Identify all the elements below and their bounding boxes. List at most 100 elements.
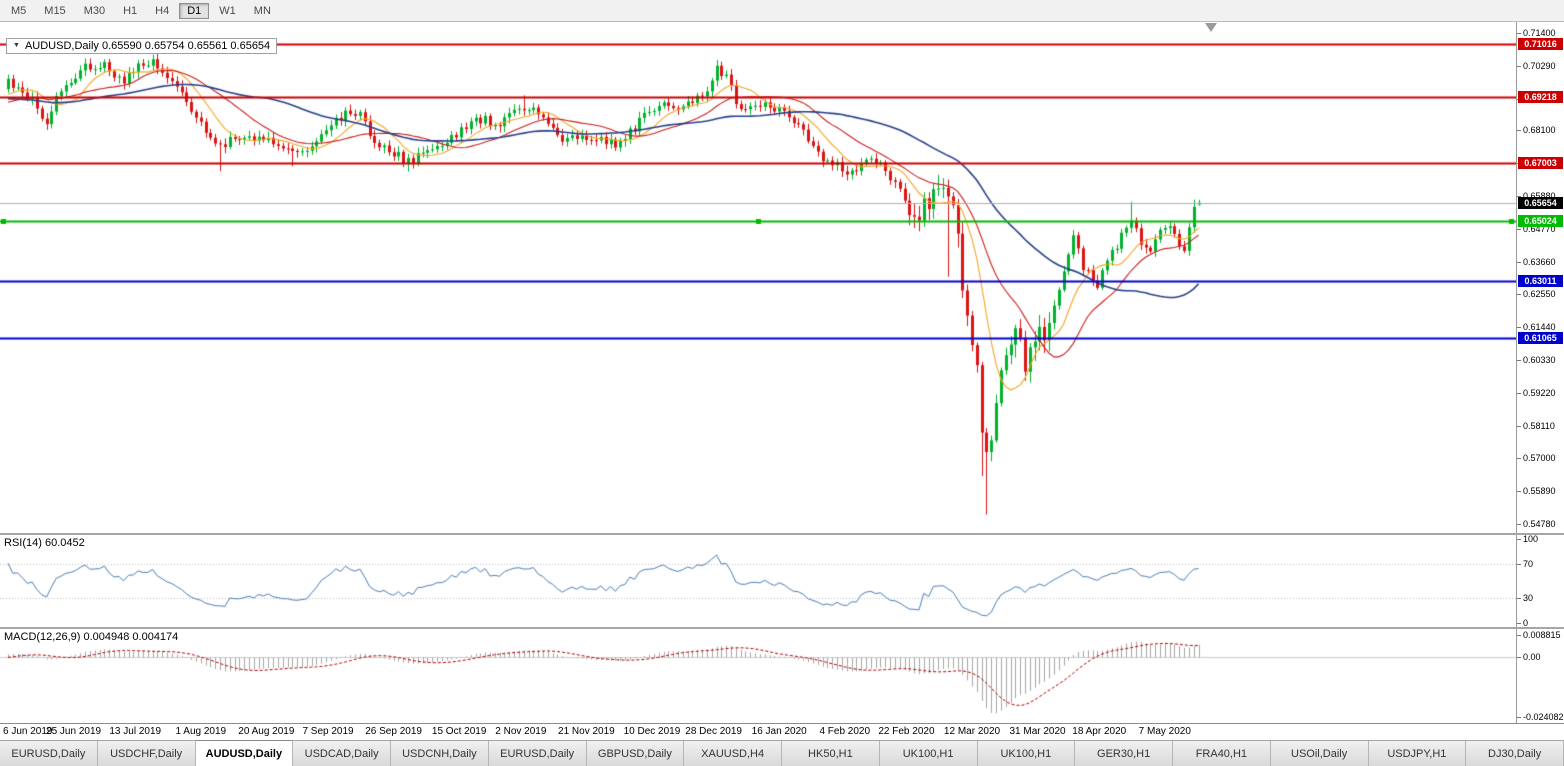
axis-tick-mark — [1517, 360, 1521, 361]
support-level-badge: 0.65024 — [1518, 215, 1563, 227]
resistance-level-badge: 0.69218 — [1518, 91, 1563, 103]
axis-tick-mark — [1517, 657, 1521, 658]
chart-tab-ger30-h1[interactable]: GER30,H1 — [1075, 741, 1173, 766]
main-chart-pane[interactable]: ▼ AUDUSD,Daily 0.65590 0.65754 0.65561 0… — [0, 22, 1516, 533]
axis-tick-mark — [1517, 262, 1521, 263]
timeframe-button-m15[interactable]: M15 — [44, 4, 66, 17]
macd-indicator-pane[interactable]: MACD(12,26,9) 0.004948 0.004174 — [0, 629, 1516, 723]
time-axis-label: 7 Sep 2019 — [302, 726, 354, 737]
axis-tick-mark — [1517, 458, 1521, 459]
current-price-badge: 0.65654 — [1518, 197, 1563, 209]
axis-tick-mark — [1517, 524, 1521, 525]
time-axis-label: 31 Mar 2020 — [1009, 726, 1066, 737]
rsi-indicator-pane[interactable]: RSI(14) 60.0452 — [0, 535, 1516, 627]
collapse-arrow-icon[interactable]: ▼ — [13, 42, 20, 49]
chart-tabs-bar: EURUSD,Daily USDCHF,Daily AUDUSD,Daily USDC… — [0, 740, 1564, 766]
axis-tick-mark — [1517, 539, 1521, 540]
candlestick-chart-canvas[interactable] — [0, 22, 1516, 533]
rsi-axis-tick: 0 — [1523, 618, 1529, 628]
rsi-axis-tick: 70 — [1523, 559, 1534, 569]
chart-tab-dj30-daily[interactable]: DJ30,Daily — [1466, 741, 1564, 766]
chart-tab-usdchf-daily[interactable]: USDCHF,Daily — [97, 741, 196, 766]
chart-tab-gbpusd-daily[interactable]: GBPUSD,Daily — [586, 741, 685, 766]
resistance-level-badge: 0.71016 — [1518, 38, 1563, 50]
rsi-chart-canvas[interactable] — [0, 535, 1516, 627]
time-axis[interactable]: 6 Jun 2019 25 Jun 2019 13 Jul 2019 1 Aug 20… — [0, 723, 1564, 740]
chart-tab-hk50-h1[interactable]: HK50,H1 — [782, 741, 880, 766]
axis-tick-mark — [1517, 294, 1521, 295]
axis-tick-mark — [1517, 491, 1521, 492]
time-axis-label: 2 Nov 2019 — [495, 726, 547, 737]
chart-tab-audusd-daily[interactable]: AUDUSD,Daily — [195, 740, 294, 766]
symbol-ohlc-box: ▼ AUDUSD,Daily 0.65590 0.65754 0.65561 0… — [6, 38, 278, 54]
support-level-badge: 0.63011 — [1518, 275, 1563, 287]
price-axis-tick: 0.57000 — [1523, 453, 1556, 463]
pane-splitter[interactable] — [0, 627, 1564, 629]
time-axis-label: 12 Mar 2020 — [943, 726, 1001, 737]
axis-tick-mark — [1517, 196, 1521, 197]
price-axis-tick: 0.60330 — [1523, 355, 1556, 365]
chart-tab-usoil-daily[interactable]: USOil,Daily — [1270, 741, 1369, 766]
macd-axis-tick: -0.024082 — [1523, 712, 1564, 722]
resistance-level-badge: 0.67003 — [1518, 157, 1563, 169]
macd-chart-canvas[interactable] — [0, 629, 1516, 723]
time-axis-label: 26 Sep 2019 — [365, 726, 422, 737]
time-axis-label: 6 Jun 2019 — [3, 726, 53, 737]
price-axis[interactable]: 0.714000.702900.691800.681000.669900.658… — [1516, 22, 1564, 723]
price-axis-tick: 0.68100 — [1523, 125, 1556, 135]
timeframe-button-m30[interactable]: M30 — [83, 4, 106, 17]
chart-tab-uk100-h1[interactable]: UK100,H1 — [977, 741, 1076, 766]
axis-tick-mark — [1517, 33, 1521, 34]
axis-tick-mark — [1517, 635, 1521, 636]
price-axis-tick: 0.65880 — [1523, 191, 1556, 201]
price-axis-tick: 0.58110 — [1523, 421, 1555, 431]
price-axis-tick: 0.61440 — [1523, 322, 1556, 332]
chart-tab-usdjpy-h1[interactable]: USDJPY,H1 — [1368, 741, 1467, 766]
price-axis-tick: 0.59220 — [1523, 388, 1556, 398]
axis-tick-mark — [1517, 598, 1521, 599]
timeframe-button-m5[interactable]: M5 — [11, 4, 27, 17]
axis-tick-mark — [1517, 426, 1521, 427]
time-axis-label: 7 May 2020 — [1138, 726, 1191, 737]
chart-tab-xauusd-h4[interactable]: XAUUSD,H4 — [684, 741, 782, 766]
macd-axis-tick: 0.008815 — [1523, 630, 1561, 640]
timeframe-button-h4[interactable]: H4 — [155, 4, 170, 17]
timeframe-button-h1[interactable]: H1 — [123, 4, 138, 17]
support-level-badge: 0.61065 — [1518, 332, 1563, 344]
timeframe-button-w1[interactable]: W1 — [219, 4, 236, 17]
macd-axis-tick: 0.00 — [1523, 652, 1541, 662]
time-axis-label: 21 Nov 2019 — [558, 726, 615, 737]
chart-tab-eurusd-daily[interactable]: EURUSD,Daily — [0, 741, 98, 766]
macd-label: MACD(12,26,9) 0.004948 0.004174 — [4, 631, 179, 643]
price-axis-tick: 0.54780 — [1523, 519, 1556, 529]
pane-splitter[interactable] — [0, 533, 1564, 535]
price-axis-tick: 0.62550 — [1523, 289, 1556, 299]
chart-tab-fra40-h1[interactable]: FRA40,H1 — [1173, 741, 1271, 766]
rsi-axis-tick: 100 — [1523, 534, 1539, 544]
axis-tick-mark — [1517, 229, 1521, 230]
chart-shift-marker[interactable] — [1204, 23, 1217, 32]
time-axis-label: 20 Aug 2019 — [238, 726, 295, 737]
axis-tick-mark — [1517, 393, 1521, 394]
axis-tick-mark — [1517, 130, 1521, 131]
time-axis-label: 16 Jan 2020 — [751, 726, 807, 737]
axis-tick-mark — [1517, 327, 1521, 328]
timeframe-button-d1[interactable]: D1 — [179, 2, 210, 19]
price-axis-tick: 0.71400 — [1523, 28, 1556, 38]
timeframe-button-mn[interactable]: MN — [253, 4, 271, 17]
time-axis-label: 22 Feb 2020 — [878, 726, 935, 737]
time-axis-label: 28 Dec 2019 — [685, 726, 742, 737]
time-axis-label: 13 Jul 2019 — [109, 726, 162, 737]
price-axis-tick: 0.64770 — [1523, 224, 1556, 234]
chart-tab-uk100-h1[interactable]: UK100,H1 — [879, 741, 978, 766]
price-axis-tick: 0.63660 — [1523, 257, 1556, 267]
axis-tick-mark — [1517, 564, 1521, 565]
price-axis-tick: 0.70290 — [1523, 61, 1556, 71]
chart-tab-eurusd-daily[interactable]: EURUSD,Daily — [488, 741, 587, 766]
rsi-axis-tick: 30 — [1523, 593, 1534, 603]
time-axis-label: 25 Jun 2019 — [46, 726, 102, 737]
time-axis-label: 10 Dec 2019 — [623, 726, 681, 737]
chart-tab-usdcad-daily[interactable]: USDCAD,Daily — [293, 741, 391, 766]
chart-tab-usdcnh-daily[interactable]: USDCNH,Daily — [391, 741, 489, 766]
